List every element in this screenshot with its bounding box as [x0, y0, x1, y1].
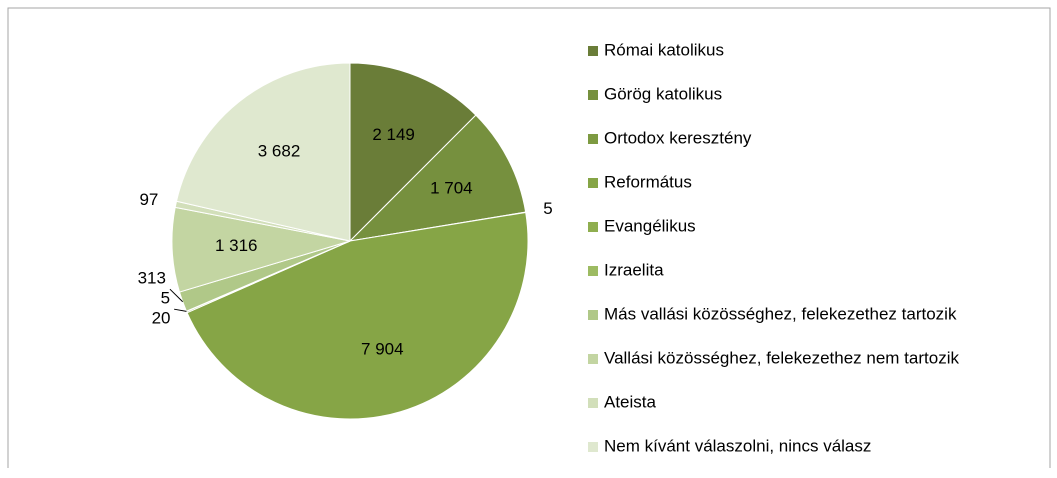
- legend-swatch: [588, 222, 598, 232]
- pie-slice: [349, 62, 477, 243]
- legend-swatch: [588, 442, 598, 452]
- data-label: 7 904: [361, 340, 404, 359]
- data-label: 2 149: [372, 125, 415, 144]
- legend-label: Más vallási közösséghez, felekezethez ta…: [604, 304, 957, 323]
- pie-slice: [348, 114, 527, 242]
- legend-label: Görög katolikus: [604, 84, 722, 103]
- legend-swatch: [588, 398, 598, 408]
- legend-swatch: [588, 46, 598, 56]
- legend-swatch: [588, 90, 598, 100]
- legend-label: Vallási közösséghez, felekezethez nem ta…: [604, 348, 959, 367]
- legend-swatch: [588, 266, 598, 276]
- data-label: 3 682: [258, 141, 301, 160]
- data-label: 5: [161, 289, 170, 308]
- legend-label: Római katolikus: [604, 40, 724, 59]
- data-label: 1 316: [215, 236, 258, 255]
- legend-swatch: [588, 310, 598, 320]
- legend-label: Református: [604, 172, 692, 191]
- legend-label: Evangélikus: [604, 216, 696, 235]
- data-label: 5: [543, 199, 552, 218]
- legend-label: Nem kívánt válaszolni, nincs válasz: [604, 436, 871, 455]
- legend-swatch: [588, 134, 598, 144]
- frame: [7, 7, 1051, 468]
- leader-line: [174, 308, 187, 312]
- legend-swatch: [588, 178, 598, 188]
- leader-line: [169, 288, 184, 303]
- pie-slice: [175, 62, 351, 242]
- legend-swatch: [588, 354, 598, 364]
- data-label: 313: [138, 269, 166, 288]
- legend-label: Izraelita: [604, 260, 664, 279]
- legend-label: Ortodox keresztény: [604, 128, 752, 147]
- data-label: 97: [139, 190, 158, 209]
- data-label: 1 704: [430, 178, 473, 197]
- data-label: 20: [152, 309, 171, 328]
- legend-label: Ateista: [604, 392, 657, 411]
- pie-slice: [186, 211, 529, 420]
